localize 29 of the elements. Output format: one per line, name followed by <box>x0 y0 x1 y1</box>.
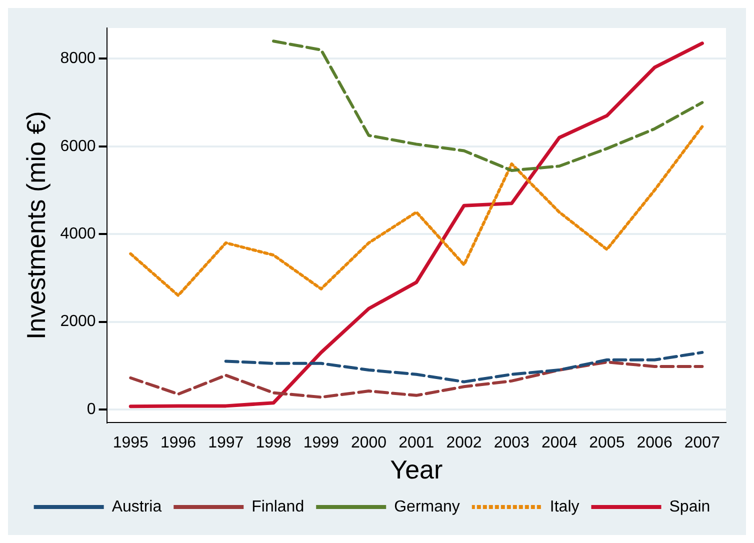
line-series <box>129 125 704 297</box>
line-series <box>272 40 704 172</box>
x-tick-label: 2005 <box>589 434 625 452</box>
x-tick-label: 2001 <box>398 434 434 452</box>
x-tick-label: 2004 <box>541 434 578 452</box>
x-tick-label: 2003 <box>494 434 530 452</box>
y-axis-title: Investments (mio €) <box>20 111 51 340</box>
y-tick-label: 8000 <box>60 50 96 68</box>
x-tick-label: 2006 <box>636 434 672 452</box>
y-tick-label: 4000 <box>60 225 96 242</box>
legend-label: Finland <box>252 498 304 516</box>
legend-label: Italy <box>550 498 580 516</box>
y-tick-label: 2000 <box>60 313 96 330</box>
legend-label: Spain <box>669 498 710 516</box>
line-series <box>224 350 704 384</box>
x-tick-label: 2007 <box>684 434 720 452</box>
line-series <box>129 360 704 399</box>
x-tick-label: 1996 <box>160 434 196 452</box>
y-tick-label: 6000 <box>60 138 96 155</box>
legend-label: Austria <box>112 498 162 516</box>
x-tick-label: 2002 <box>446 434 482 452</box>
x-tick-label: 1998 <box>256 434 292 452</box>
legend-label: Germany <box>394 498 460 516</box>
x-tick-label: 1997 <box>208 434 244 452</box>
x-tick-label: 1999 <box>303 434 340 452</box>
x-tick-label: 2000 <box>350 434 387 452</box>
y-tick-label: 0 <box>86 400 96 418</box>
x-tick-label: 1995 <box>112 434 149 452</box>
x-axis-title: Year <box>390 454 443 485</box>
